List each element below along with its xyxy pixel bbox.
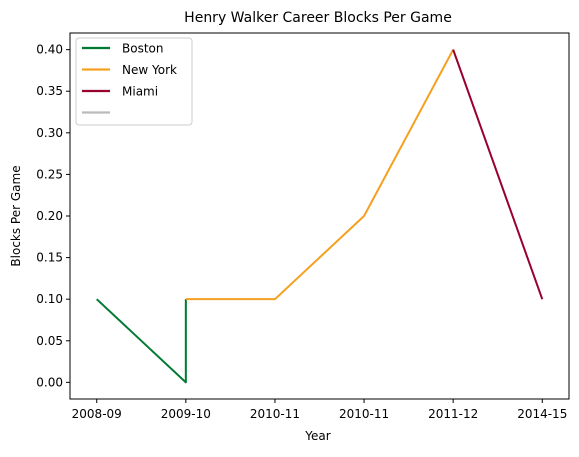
x-axis-title: Year (304, 429, 330, 443)
x-tick-label: 2008-09 (72, 407, 122, 421)
x-tick-label: 2010-11 (339, 407, 389, 421)
y-tick-label: 0.05 (36, 334, 63, 348)
y-tick-label: 0.00 (36, 375, 63, 389)
series-line-0 (96, 298, 187, 384)
y-tick-label: 0.40 (36, 43, 63, 57)
y-tick-label: 0.20 (36, 209, 63, 223)
series-line-2 (452, 49, 544, 300)
y-axis-title: Blocks Per Game (9, 165, 23, 266)
y-tick-label: 0.25 (36, 167, 63, 181)
legend-label-0: Boston (122, 42, 163, 56)
y-tick-label: 0.30 (36, 126, 63, 140)
series-line-1 (185, 49, 455, 301)
legend: Boston New York Miami (75, 37, 193, 126)
x-axis: 2008-09 2009-10 2010-11 2010-11 2011-12 2014-… (72, 399, 567, 421)
legend-label-2: Miami (122, 85, 158, 99)
y-tick-label: 0.35 (36, 84, 63, 98)
x-tick-label: 2009-10 (161, 407, 211, 421)
y-axis: 0.00 0.05 0.10 0.15 0.20 0.25 0.30 0.35 0.40 (36, 43, 70, 389)
y-tick-label: 0.10 (36, 292, 63, 306)
x-tick-label: 2011-12 (428, 407, 478, 421)
y-tick-label: 0.15 (36, 251, 63, 265)
series-layer (96, 49, 544, 384)
x-tick-label: 2010-11 (250, 407, 300, 421)
legend-label-1: New York (122, 63, 177, 77)
legend-box (75, 37, 193, 126)
chart-title: Henry Walker Career Blocks Per Game (184, 10, 452, 26)
x-tick-label: 2014-15 (517, 407, 567, 421)
